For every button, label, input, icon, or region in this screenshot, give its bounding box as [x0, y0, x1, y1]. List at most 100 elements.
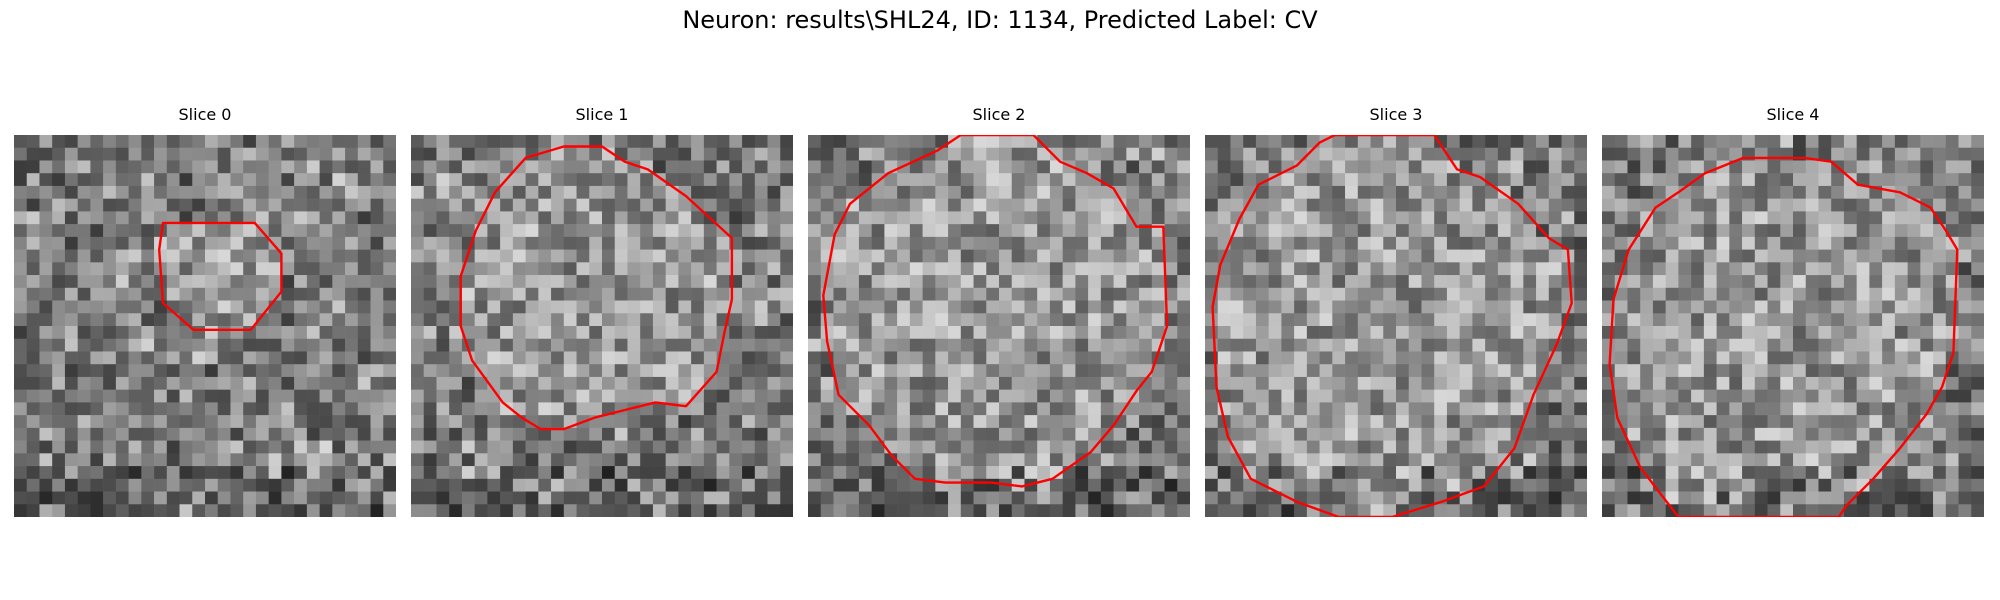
pixel-cell: [1268, 300, 1282, 314]
pixel-cell: [1243, 427, 1257, 441]
pixel-cell: [999, 135, 1013, 149]
pixel-cell: [255, 313, 269, 327]
pixel-cell: [767, 160, 781, 174]
pixel-cell: [1894, 376, 1908, 390]
pixel-cell: [627, 313, 641, 327]
pixel-cell: [512, 466, 526, 480]
pixel-cell: [1627, 478, 1641, 492]
pixel-cell: [332, 351, 346, 365]
pixel-cell: [383, 453, 396, 467]
pixel-cell: [767, 313, 781, 327]
pixel-cell: [808, 236, 822, 250]
pixel-cell: [154, 453, 168, 467]
pixel-cell: [474, 313, 488, 327]
pixel-cell: [986, 211, 1000, 225]
pixel-cell: [357, 198, 371, 212]
pixel-cell: [487, 466, 501, 480]
pixel-cell: [1472, 287, 1486, 301]
pixel-cell: [1268, 147, 1282, 161]
pixel-cell: [1754, 173, 1768, 187]
pixel-cell: [1602, 262, 1616, 276]
pixel-cell: [1459, 376, 1473, 390]
pixel-cell: [884, 427, 898, 441]
pixel-cell: [1268, 249, 1282, 263]
pixel-cell: [897, 389, 911, 403]
pixel-cell: [563, 236, 577, 250]
pixel-cell: [1945, 135, 1959, 149]
pixel-cell: [39, 135, 53, 149]
pixel-cell: [1561, 275, 1575, 289]
pixel-cell: [602, 415, 616, 429]
pixel-cell: [1446, 427, 1460, 441]
pixel-cell: [1075, 300, 1089, 314]
pixel-cell: [1548, 466, 1562, 480]
pixel-cell: [1177, 338, 1190, 352]
pixel-cell: [1602, 326, 1616, 340]
pixel-cell: [780, 236, 793, 250]
pixel-cell: [1370, 313, 1384, 327]
pixel-cell: [436, 147, 450, 161]
pixel-cell: [1049, 389, 1063, 403]
pixel-cell: [1831, 364, 1845, 378]
pixel-cell: [205, 376, 219, 390]
pixel-cell: [652, 402, 666, 416]
pixel-cell: [563, 376, 577, 390]
pixel-cell: [217, 466, 231, 480]
pixel-cell: [754, 185, 768, 199]
pixel-cell: [1075, 211, 1089, 225]
pixel-cell: [192, 275, 206, 289]
pixel-cell: [1294, 478, 1308, 492]
pixel-cell: [1652, 338, 1666, 352]
pixel-cell: [1421, 453, 1435, 467]
pixel-cell: [846, 466, 860, 480]
pixel-cell: [268, 160, 282, 174]
pixel-cell: [205, 173, 219, 187]
pixel-cell: [1151, 504, 1165, 517]
pixel-cell: [1523, 147, 1537, 161]
pixel-cell: [64, 351, 78, 365]
pixel-cell: [1205, 173, 1219, 187]
pixel-cell: [461, 504, 475, 517]
pixel-cell: [449, 198, 463, 212]
pixel-cell: [538, 275, 552, 289]
pixel-cell: [345, 415, 359, 429]
pixel-cell: [449, 466, 463, 480]
pixel-cell: [1805, 389, 1819, 403]
pixel-cell: [217, 338, 231, 352]
pixel-cell: [1856, 173, 1870, 187]
pixel-cell: [1281, 504, 1295, 517]
pixel-cell: [1139, 211, 1153, 225]
pixel-cell: [461, 364, 475, 378]
pixel-cell: [1869, 211, 1883, 225]
pixel-cell: [205, 185, 219, 199]
pixel-cell: [640, 236, 654, 250]
pixel-cell: [1434, 224, 1448, 238]
pixel-cell: [1793, 300, 1807, 314]
pixel-cell: [436, 389, 450, 403]
pixel-cell: [1345, 224, 1359, 238]
pixel-cell: [1843, 376, 1857, 390]
pixel-cell: [332, 300, 346, 314]
pixel-cell: [820, 173, 834, 187]
pixel-cell: [1869, 402, 1883, 416]
pixel-cell: [1421, 364, 1435, 378]
pixel-cell: [1933, 453, 1947, 467]
pixel-cell: [858, 364, 872, 378]
pixel-cell: [436, 402, 450, 416]
pixel-cell: [960, 504, 974, 517]
pixel-cell: [1805, 440, 1819, 454]
pixel-cell: [1151, 211, 1165, 225]
pixel-cell: [1767, 198, 1781, 212]
pixel-cell: [1793, 466, 1807, 480]
pixel-cell: [370, 236, 384, 250]
pixel-cell: [1843, 415, 1857, 429]
pixel-cell: [538, 389, 552, 403]
pixel-cell: [691, 300, 705, 314]
pixel-cell: [500, 453, 514, 467]
pixel-cell: [64, 376, 78, 390]
pixel-cell: [64, 135, 78, 149]
pixel-cell: [691, 173, 705, 187]
pixel-cell: [294, 326, 308, 340]
pixel-cell: [423, 364, 437, 378]
pixel-cell: [179, 402, 193, 416]
